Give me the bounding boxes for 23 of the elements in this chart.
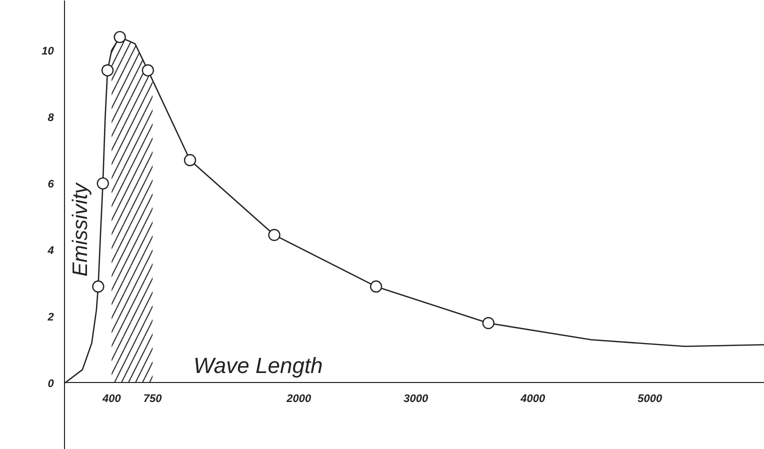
x-tick-label: 3000 [404,392,429,405]
point [370,280,382,293]
point [114,30,126,44]
y-tick-label: 0 [48,378,55,390]
point [96,177,109,190]
point [268,228,280,242]
point [184,154,196,166]
x-tick-label: 2000 [286,392,312,405]
y-tick-label: 6 [48,178,55,190]
x-tick-label: 4000 [520,392,546,405]
point [92,280,104,293]
point [142,64,154,76]
point [101,64,114,76]
y-axis-title: Emissivity [68,182,92,277]
point [482,317,494,330]
x-axis-title: Wave Length [194,352,323,378]
y-tick-label: 4 [46,244,54,257]
y-tick-label: 10 [42,45,55,58]
x-tick-label: 400 [101,392,122,405]
y-tick-label: 2 [46,311,54,324]
x-tick-label: 5000 [638,392,663,405]
y-tick-label: 8 [48,112,55,124]
x-tick-label: 750 [143,392,163,405]
